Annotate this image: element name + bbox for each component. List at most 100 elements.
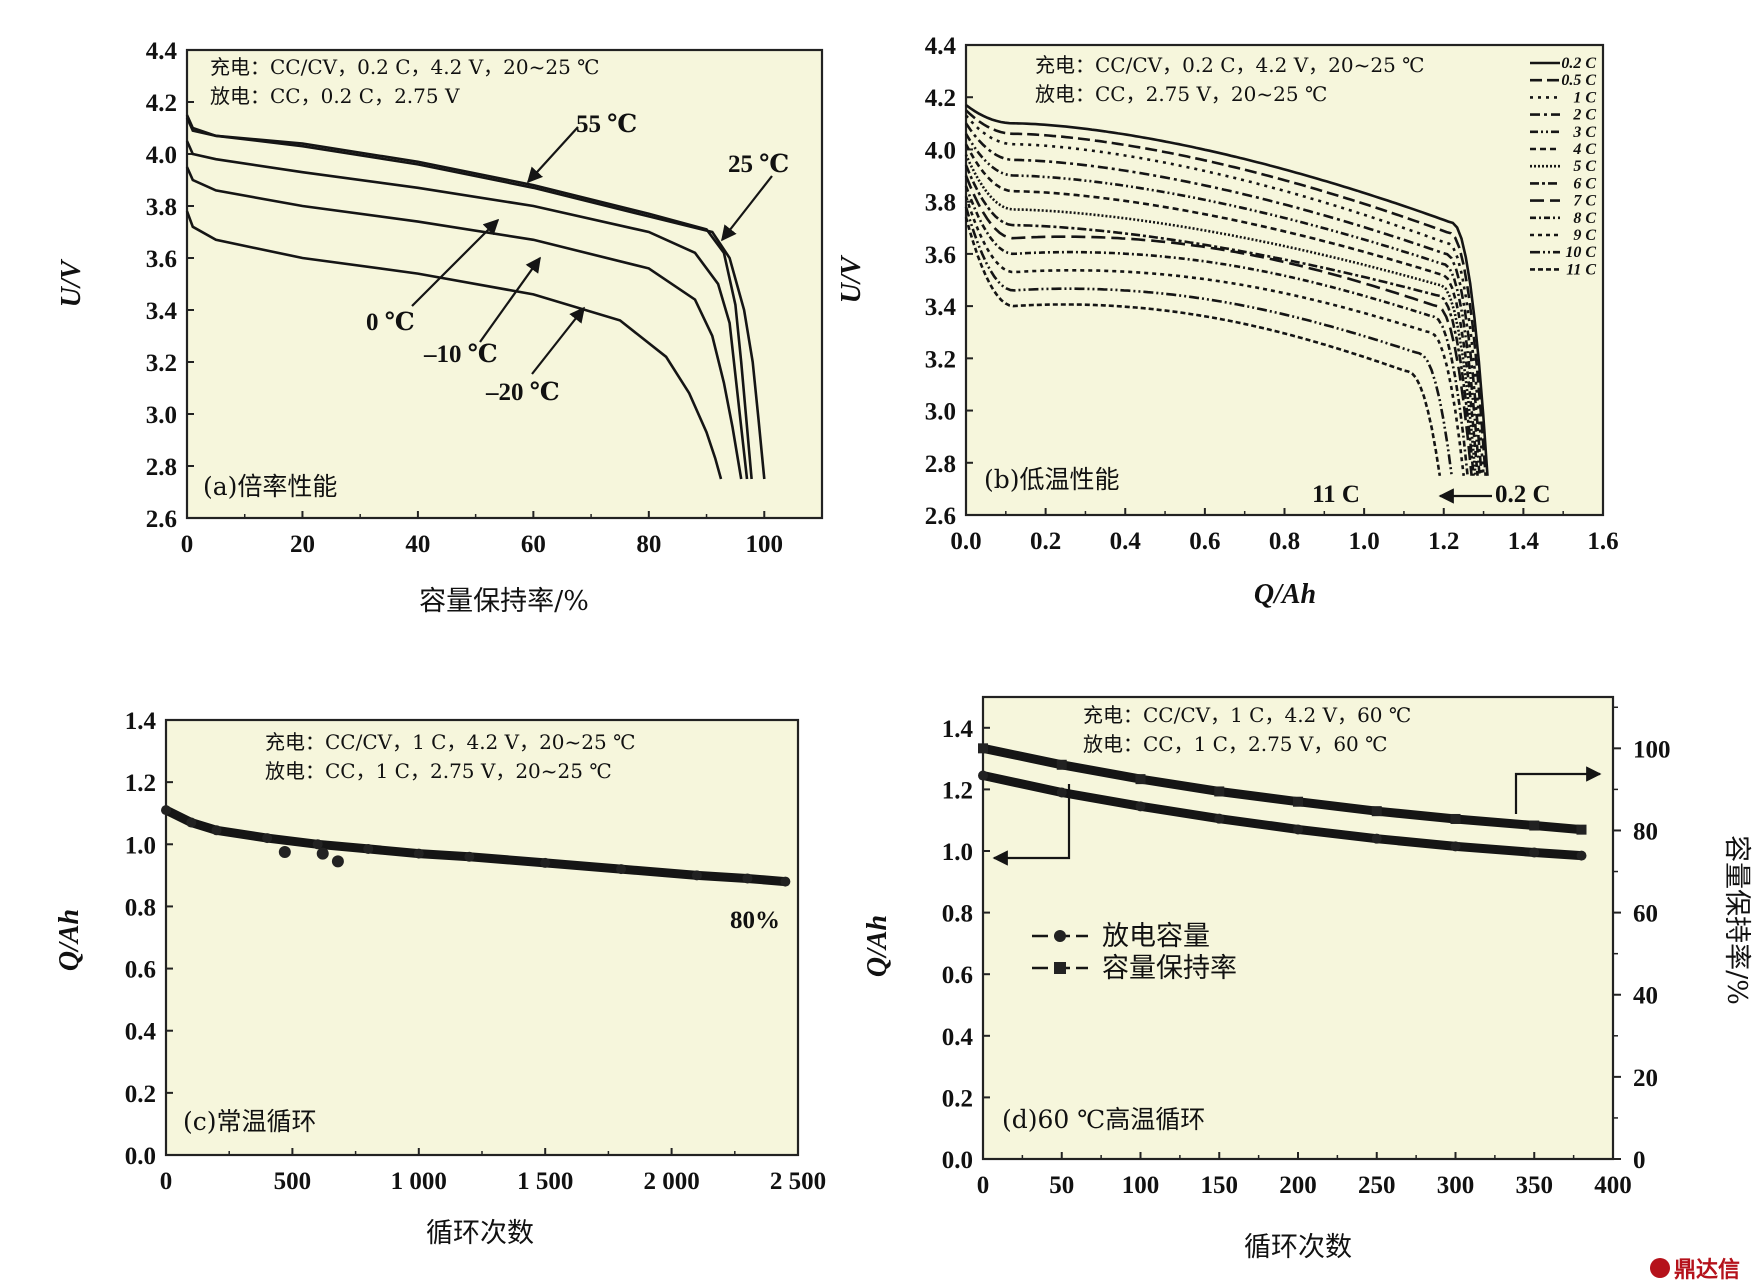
panel-b-series-10	[964, 195, 1465, 476]
panel-b-legend-label: 9 C	[1573, 227, 1596, 244]
panel-b-legend-label: 6 C	[1573, 175, 1596, 192]
panel-d-point	[1293, 824, 1303, 835]
panel-b-series-3	[964, 122, 1483, 476]
panel-b-legend-label: 5 C	[1573, 158, 1596, 175]
panel-b-ylabel: U/V	[836, 254, 867, 303]
panel-b-ytick-label: 3.8	[925, 190, 956, 217]
panel-a-note-discharge: 放电：CC，0.2 C，2.75 V	[210, 84, 460, 108]
panel-b-note-discharge: 放电：CC，2.75 V，20~25 ℃	[1035, 82, 1327, 106]
panel-a-xtick-label: 80	[636, 531, 661, 558]
panel-a-note-charge: 充电：CC/CV，0.2 C，4.2 V，20~25 ℃	[210, 55, 600, 79]
panel-d-point	[1371, 833, 1382, 844]
panel-a-xlabel: 容量保持率/%	[419, 586, 589, 617]
panel-a-series-1	[185, 114, 766, 480]
panel-b-xtick-label: 1.0	[1349, 528, 1380, 555]
panel-b-series-12	[964, 216, 1442, 477]
panel-d-y2label: 容量保持率/%	[1721, 835, 1752, 1005]
panel-d-ytick-label: 0.2	[942, 1085, 973, 1112]
panel-d-point	[1214, 813, 1225, 824]
panel-d-series	[978, 743, 1587, 861]
panel-d-ytick-label: 0.8	[942, 901, 973, 928]
panel-a-anno-25: 25 ℃	[728, 151, 789, 178]
panel-c-point	[616, 864, 627, 875]
panel-a-ytick-label: 2.8	[146, 454, 177, 481]
panel-b-ytick-label: 2.6	[925, 503, 956, 530]
panel-d-xtick-label: 400	[1594, 1172, 1632, 1199]
panel-d-y2tick-label: 0	[1633, 1147, 1646, 1174]
panel-b-xtick-label: 0.6	[1189, 528, 1220, 555]
panel-d-label: (d)60 ℃高温循环	[1002, 1105, 1205, 1134]
panel-c-ytick-label: 0.0	[125, 1143, 156, 1170]
panel-a-xtick-label: 60	[521, 531, 546, 558]
panel-a-ytick-label: 4.2	[146, 90, 177, 117]
legend-retention-marker	[1054, 962, 1066, 974]
panel-c-outlier	[331, 855, 344, 868]
watermark-logo: 鼎达信	[1650, 1257, 1740, 1283]
panel-c-xtick-label: 1 500	[517, 1168, 573, 1195]
panel-c-note-charge: 充电：CC/CV，1 C，4.2 V，20~25 ℃	[265, 730, 635, 754]
panel-b-legend: 0.2 C0.5 C1 C2 C3 C4 C5 C6 C7 C8 C9 C10 …	[1530, 55, 1596, 278]
panel-c-label: (c)常温循环	[183, 1107, 317, 1136]
panel-b-series	[964, 104, 1489, 477]
panel-b-plot-area	[964, 43, 1605, 517]
panel-c-ytick-label: 0.4	[125, 1019, 157, 1046]
panel-c-xtick-label: 2 000	[643, 1168, 699, 1195]
panel-c-note-discharge: 放电：CC，1 C，2.75 V，20~25 ℃	[265, 759, 612, 783]
panel-d-legend: 放电容量 容量保持率	[1032, 921, 1237, 984]
panel-c-ticks: 0 500 1 000 1 500 2 000 2 500 0.0 0.2 0.4 0.6 0.8 1…	[125, 708, 826, 1195]
panel-b-xtick-label: 1.6	[1587, 528, 1618, 555]
panel-d-xtick-label: 100	[1122, 1172, 1160, 1199]
panel-c-ytick-label: 1.2	[125, 770, 156, 797]
panel-b-xlabel: Q/Ah	[1254, 579, 1316, 610]
panel-c-point	[464, 851, 475, 862]
panel-a-arrow-0	[411, 218, 500, 307]
panel-b-series-9	[964, 185, 1469, 476]
panel-b-legend-label: 11 C	[1566, 261, 1596, 278]
panel-d-point	[1529, 847, 1540, 858]
panel-d-ytick-label: 1.2	[942, 777, 973, 804]
panel-c-point	[742, 873, 753, 884]
panel-b-label: (b)低温性能	[984, 465, 1120, 494]
panel-b-chart: 0.0 0.2 0.4 0.6 0.8 1.0 1.2 1.4 1.6 2.6 2.8 3.0 3.2 3…	[836, 33, 1619, 610]
panel-c-xtick-label: 1 000	[391, 1168, 447, 1195]
panel-b-xtick-label: 1.4	[1508, 528, 1540, 555]
panel-a-xtick-label: 40	[405, 531, 430, 558]
panel-d-xlabel: 循环次数	[1244, 1232, 1352, 1263]
panel-c-xtick-label: 0	[160, 1168, 173, 1195]
panel-c-ytick-label: 1.0	[125, 832, 156, 859]
panel-a-chart: 0 20 40 60 80 100 2.6 2.8 3.0 3.2 3.4 3.6 3.8 4.0 4.2 4…	[56, 38, 824, 617]
panel-b-legend-label: 0.5 C	[1561, 72, 1596, 89]
panel-a-ytick-label: 4.4	[146, 38, 178, 65]
panel-c-outlier	[278, 846, 291, 859]
panel-c-chart: 0 500 1 000 1 500 2 000 2 500 0.0 0.2 0.4 0.6 0.8 1…	[54, 708, 826, 1249]
panel-d-ytick-label: 1.4	[942, 716, 974, 743]
panel-c-point	[363, 843, 374, 854]
panel-a-plot-area	[185, 48, 824, 520]
panel-d-y2tick-label: 20	[1633, 1065, 1658, 1092]
panel-b-series-1	[965, 109, 1487, 476]
panel-d-point	[1135, 801, 1146, 812]
panel-d-point	[1576, 824, 1587, 835]
panel-d-xtick-label: 0	[977, 1172, 990, 1199]
panel-b-legend-label: 1 C	[1573, 89, 1596, 106]
watermark-icon	[1650, 1258, 1670, 1278]
panel-d-point	[978, 743, 988, 754]
panel-a-ytick-label: 3.6	[146, 246, 177, 273]
panel-a-label: (a)倍率性能	[203, 472, 337, 501]
panel-a-ticks: 0 20 40 60 80 100 2.6 2.8 3.0 3.2 3.4 3.6 3.8 4.0 4.2 4…	[146, 38, 783, 558]
panel-c-xlabel: 循环次数	[426, 1218, 534, 1249]
panel-b-xtick-label: 0.4	[1110, 528, 1142, 555]
panel-d-point	[1450, 813, 1461, 824]
panel-d-right-axis-arrow	[1514, 766, 1602, 814]
panel-d-left-axis-arrow	[992, 784, 1071, 866]
panel-c-point	[540, 857, 551, 868]
panel-b-ytick-label: 4.2	[925, 85, 956, 112]
panel-a-xtick-label: 0	[181, 531, 194, 558]
panel-d-xtick-label: 350	[1516, 1172, 1554, 1199]
panel-a-anno-55: 55 ℃	[576, 111, 637, 138]
panel-d-xtick-label: 250	[1358, 1172, 1396, 1199]
panel-b-xtick-label: 0.8	[1269, 528, 1300, 555]
panel-b-ytick-label: 2.8	[925, 451, 956, 478]
panel-b-ytick-label: 3.2	[925, 346, 956, 373]
